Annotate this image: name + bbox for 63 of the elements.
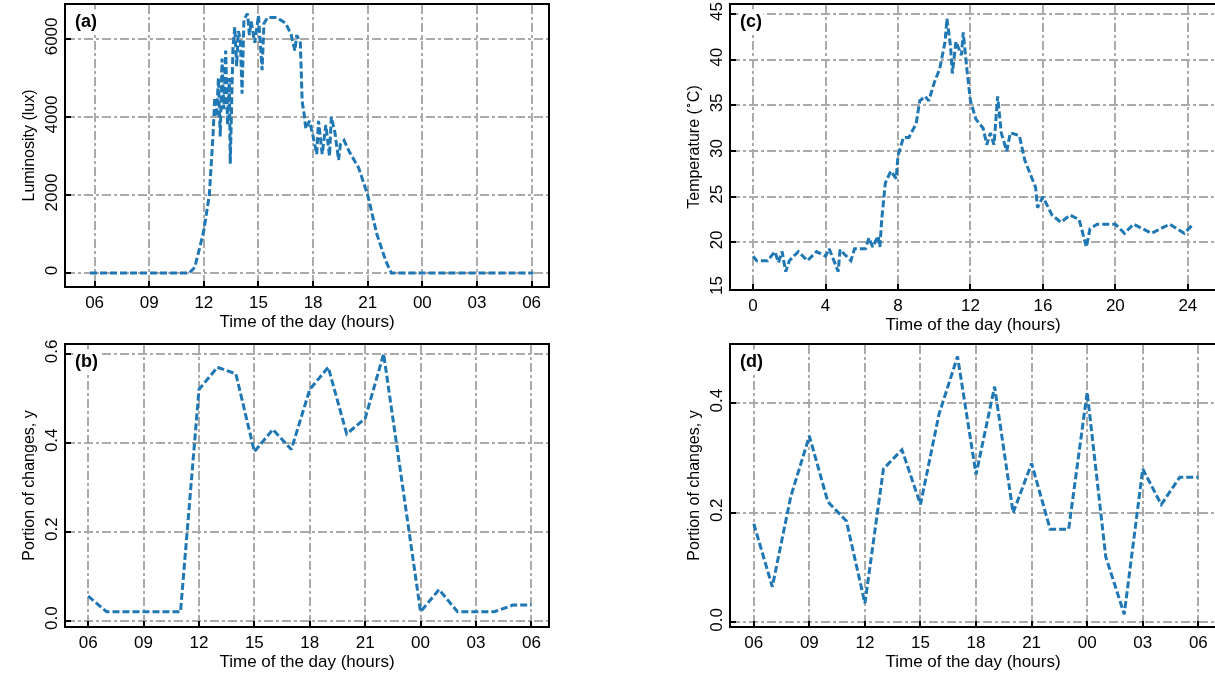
y-tick-label: 0.0 <box>707 608 727 632</box>
x-axis-title: Time of the day (hours) <box>885 652 1061 672</box>
x-tick-label: 06 <box>1188 633 1208 653</box>
y-tick-label: 35 <box>707 93 727 113</box>
annotation: (b) <box>75 351 98 371</box>
x-tick-label: 12 <box>189 633 209 653</box>
y-tick-label: 0.0 <box>42 606 62 630</box>
x-tick-label: 09 <box>139 293 159 313</box>
annotation: (d) <box>740 351 763 371</box>
y-axis-title: Luminosity (lux) <box>19 89 37 202</box>
x-axis-title: Time of the day (hours) <box>219 312 395 332</box>
x-tick-label: 06 <box>78 633 98 653</box>
x-tick-label: 12 <box>961 296 980 316</box>
y-tick-label: 0.2 <box>707 498 727 523</box>
y-tick-label: 2000 <box>42 173 62 212</box>
y-tick-label: 30 <box>707 139 727 159</box>
x-tick-label: 06 <box>521 633 541 653</box>
annotation: (c) <box>740 11 762 31</box>
y-tick-label: 0.2 <box>42 517 62 542</box>
y-tick-label: 20 <box>707 230 727 250</box>
annotation: (a) <box>75 11 97 31</box>
x-tick-label: 15 <box>911 633 930 653</box>
y-tick-label: 4000 <box>42 95 62 134</box>
x-tick-label: 00 <box>1077 633 1097 653</box>
x-axis-title: Time of the day (hours) <box>885 315 1061 335</box>
x-tick-label: 06 <box>744 633 764 653</box>
y-tick-label: 0.4 <box>707 388 727 413</box>
x-tick-label: 03 <box>466 633 486 653</box>
y-tick-label: 0.4 <box>42 428 62 453</box>
x-tick-label: 18 <box>966 633 986 653</box>
x-axis-title: Time of the day (hours) <box>219 652 395 672</box>
y-tick-label: 6000 <box>42 17 62 56</box>
x-tick-label: 15 <box>249 293 268 313</box>
x-tick-label: 18 <box>300 633 320 653</box>
x-tick-label: 03 <box>467 293 487 313</box>
y-tick-label: 40 <box>707 47 727 67</box>
x-tick-label: 12 <box>194 293 214 313</box>
y-tick-label: 0 <box>42 265 62 276</box>
x-tick-label: 20 <box>1105 296 1125 316</box>
x-tick-label: 21 <box>355 633 375 653</box>
x-tick-label: 16 <box>1033 296 1053 316</box>
x-tick-label: 0 <box>748 296 758 316</box>
x-tick-label: 00 <box>412 293 432 313</box>
x-tick-label: 09 <box>134 633 154 653</box>
x-tick-label: 24 <box>1178 296 1198 316</box>
y-tick-label: 15 <box>707 276 727 295</box>
y-tick-label: 25 <box>707 184 727 204</box>
x-tick-label: 21 <box>358 293 378 313</box>
x-tick-label: 15 <box>244 633 264 653</box>
y-axis-title: Portion of changes, y <box>19 410 37 561</box>
x-tick-label: 09 <box>799 633 819 653</box>
x-tick-label: 12 <box>855 633 875 653</box>
y-tick-label: 45 <box>707 2 727 22</box>
x-tick-label: 00 <box>411 633 431 653</box>
x-tick-label: 8 <box>893 296 903 316</box>
x-tick-label: 06 <box>85 293 105 313</box>
y-tick-label: 0.6 <box>42 339 62 364</box>
y-axis-title: Portion of changes, y <box>684 410 702 561</box>
x-tick-label: 18 <box>303 293 323 313</box>
x-tick-label: 06 <box>522 293 542 313</box>
x-tick-label: 21 <box>1022 633 1042 653</box>
x-tick-label: 4 <box>820 296 831 316</box>
x-tick-label: 03 <box>1133 633 1153 653</box>
